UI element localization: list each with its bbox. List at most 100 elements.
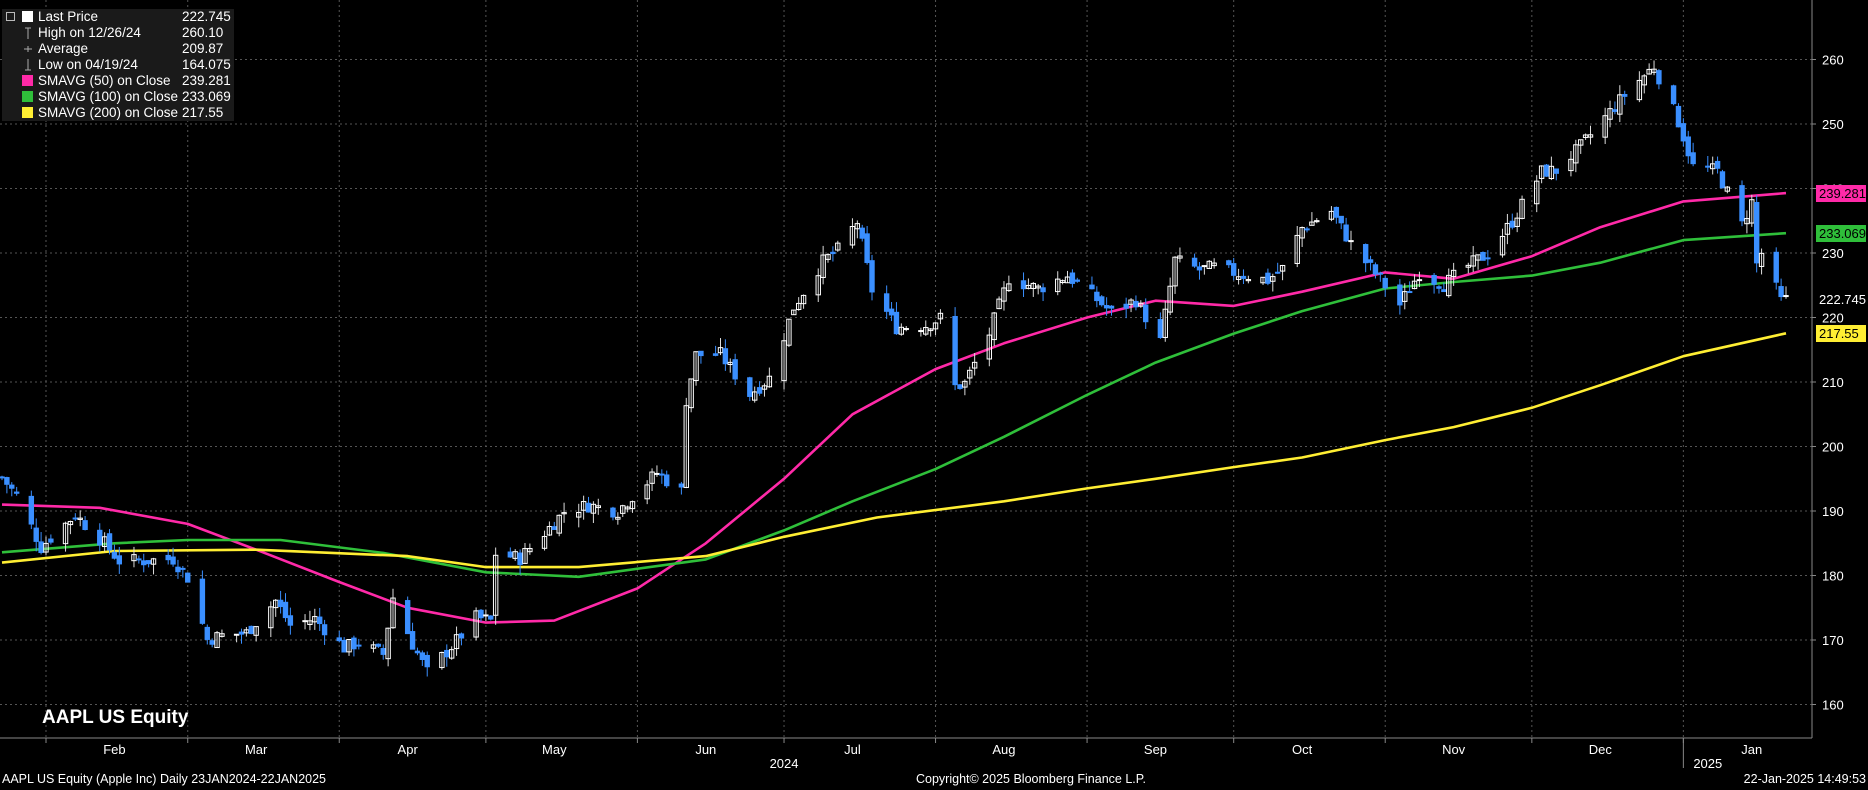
candle-body (136, 558, 142, 561)
legend-sma200: SMAVG (200) on Close 217.55 (2, 105, 234, 121)
candle-body (1568, 158, 1574, 172)
candle-body (1714, 160, 1721, 169)
legend-value: 239.281 (182, 73, 231, 88)
candle-body (1226, 260, 1232, 266)
candle-body (1519, 198, 1525, 219)
candle-body (233, 633, 240, 636)
candle-body (150, 558, 157, 565)
candle-body (77, 517, 83, 520)
candle-body (1294, 234, 1300, 264)
x-tick-label: Nov (1442, 742, 1466, 757)
candle-body (1348, 240, 1354, 243)
candle-body (927, 328, 934, 332)
candle-body (1504, 222, 1511, 235)
candle-body (82, 520, 88, 530)
candle-body (693, 351, 699, 382)
candle-body (615, 516, 621, 520)
candle-body (1314, 220, 1320, 223)
candle-body (48, 538, 54, 543)
candle-body (918, 330, 924, 333)
candle-body (1534, 180, 1540, 205)
legend-low: Low on 04/19/24 164.075 (2, 57, 234, 73)
candle-body (1333, 206, 1340, 218)
candle-body (1240, 275, 1247, 279)
candle-body (1103, 305, 1110, 309)
candle-body (67, 520, 74, 526)
candle-body (893, 311, 900, 335)
candle-body (1265, 272, 1271, 284)
x-year-label: 2025 (1693, 756, 1722, 771)
candle-body (1411, 280, 1418, 290)
high-marker-icon (25, 27, 31, 39)
candle-body (1191, 257, 1198, 267)
candle-body (4, 477, 10, 485)
candle-body (214, 632, 220, 649)
candle-body (996, 298, 1002, 310)
candle-body (1543, 164, 1550, 177)
candle-body (1372, 264, 1379, 275)
candle-body (409, 631, 416, 650)
candle-body (180, 567, 186, 570)
candle-body (1670, 85, 1677, 105)
legend-panel: Last Price 222.745 High on 12/26/24 260.… (2, 9, 234, 121)
candle-body (1362, 244, 1369, 264)
candle-body (351, 637, 357, 650)
candle-body (219, 633, 225, 637)
candle-body (747, 377, 753, 397)
candle-body (453, 634, 460, 650)
candle-body (585, 502, 592, 513)
y-tick-label: 200 (1822, 440, 1844, 455)
collapse-icon[interactable] (6, 12, 15, 21)
candle-body (1230, 263, 1237, 276)
candle-body (404, 600, 411, 635)
candle-body (1656, 70, 1662, 85)
candle-body (238, 631, 245, 635)
price-tag: 239.281 (1816, 184, 1866, 202)
candle-body (507, 551, 514, 558)
candle-body (756, 387, 763, 394)
legend-value: 260.10 (182, 25, 224, 40)
candle-body (253, 626, 259, 636)
candle-body (1602, 115, 1608, 138)
candle-body (541, 535, 548, 549)
candle-body (835, 242, 841, 251)
candle-body (903, 328, 909, 331)
candle-body (1299, 227, 1305, 239)
candle-body (1573, 144, 1579, 164)
candle-body (1309, 221, 1315, 226)
candle-body (1108, 305, 1115, 309)
footer-security: AAPL US Equity (Apple Inc) Daily 23JAN20… (2, 772, 327, 786)
candle-body (248, 625, 254, 635)
candle-body (1167, 285, 1173, 313)
candle-body (1133, 300, 1139, 308)
candle-body (654, 472, 660, 475)
candle-body (1382, 277, 1388, 289)
candle-body (595, 505, 601, 509)
candle-body (815, 275, 821, 296)
x-tick-label: Dec (1589, 742, 1613, 757)
candle-body (175, 566, 181, 573)
footer-timestamp: 22-Jan-2025 14:49:53 (1743, 772, 1866, 786)
legend-last-price: Last Price 222.745 (2, 9, 234, 25)
last-price-icon (22, 11, 33, 22)
candle-body (199, 578, 206, 624)
candle-body (414, 650, 421, 654)
average-marker-icon (24, 46, 32, 52)
candle-body (1001, 287, 1007, 302)
candle-body (473, 610, 479, 638)
candle-body (551, 526, 558, 530)
candle-body (1143, 304, 1149, 323)
candle-body (888, 308, 895, 316)
legend-value: 209.87 (182, 41, 224, 56)
legend-label: Low on 04/19/24 (38, 57, 138, 72)
candle-body (991, 312, 997, 341)
candle-body (590, 503, 597, 514)
candle-body (546, 526, 553, 536)
x-tick-label: Oct (1292, 742, 1313, 757)
candle-body (1739, 185, 1745, 222)
candle-body (33, 527, 39, 542)
candle-body (883, 293, 890, 312)
x-year-label: 2024 (770, 756, 799, 771)
candle-body (1431, 274, 1437, 285)
